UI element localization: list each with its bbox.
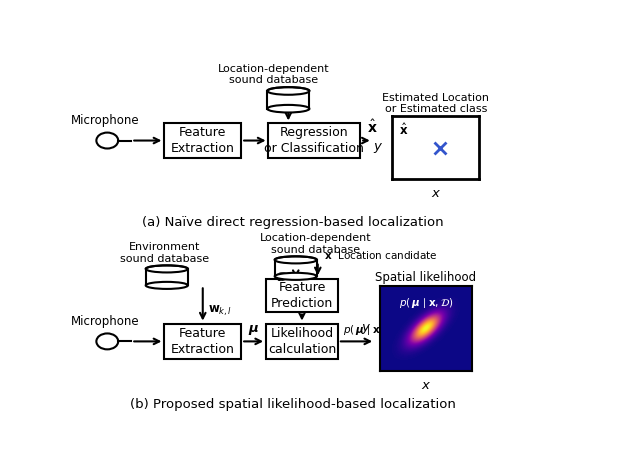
Circle shape xyxy=(97,133,118,149)
Ellipse shape xyxy=(146,282,188,289)
Text: (a) Naïve direct regression-based localization: (a) Naïve direct regression-based locali… xyxy=(143,216,444,228)
Text: $x$: $x$ xyxy=(421,379,431,392)
Text: Location-dependent
sound database: Location-dependent sound database xyxy=(260,233,371,255)
Text: Feature
Prediction: Feature Prediction xyxy=(271,281,333,310)
Text: Feature
Extraction: Feature Extraction xyxy=(171,126,235,155)
Ellipse shape xyxy=(275,256,317,263)
Bar xyxy=(266,324,338,359)
Text: Microphone: Microphone xyxy=(70,314,139,328)
Text: $\mathbf{x}$  Location candidate: $\mathbf{x}$ Location candidate xyxy=(324,249,437,261)
Text: $y$: $y$ xyxy=(361,322,371,336)
Text: $\boldsymbol{\mu}$: $\boldsymbol{\mu}$ xyxy=(248,323,259,337)
Text: Location-dependent
sound database: Location-dependent sound database xyxy=(218,64,329,86)
Text: $\mathbf{w}_{k,l}$: $\mathbf{w}_{k,l}$ xyxy=(208,303,232,318)
Bar xyxy=(275,260,317,276)
Text: (b) Proposed spatial likelihood-based localization: (b) Proposed spatial likelihood-based lo… xyxy=(131,399,456,411)
Text: $y$: $y$ xyxy=(373,141,383,155)
Text: Likelihood
calculation: Likelihood calculation xyxy=(268,327,336,356)
Ellipse shape xyxy=(268,105,309,112)
Bar xyxy=(164,324,241,359)
Bar xyxy=(266,279,338,312)
Bar xyxy=(164,123,241,158)
Text: Environment
sound database: Environment sound database xyxy=(120,242,209,264)
Ellipse shape xyxy=(275,273,317,280)
Bar xyxy=(268,91,309,109)
Text: Regression
or Classification: Regression or Classification xyxy=(264,126,364,155)
Bar xyxy=(146,269,188,285)
Text: $\mathcal{D}$: $\mathcal{D}$ xyxy=(276,271,288,284)
Ellipse shape xyxy=(268,87,309,95)
Bar xyxy=(269,123,360,158)
Circle shape xyxy=(97,333,118,349)
Text: $x$: $x$ xyxy=(431,188,441,200)
Text: $\hat{\mathbf{x}}$: $\hat{\mathbf{x}}$ xyxy=(367,118,378,136)
Text: $p(\,\boldsymbol{\mu}\mid\mathbf{x},\mathcal{D})$: $p(\,\boldsymbol{\mu}\mid\mathbf{x},\mat… xyxy=(343,323,397,337)
Text: Microphone: Microphone xyxy=(70,114,139,127)
Text: Spatial likelihood: Spatial likelihood xyxy=(376,271,477,284)
Ellipse shape xyxy=(146,266,188,273)
Text: Feature
Extraction: Feature Extraction xyxy=(171,327,235,356)
Text: Estimated Location
or Estimated class: Estimated Location or Estimated class xyxy=(382,93,490,114)
